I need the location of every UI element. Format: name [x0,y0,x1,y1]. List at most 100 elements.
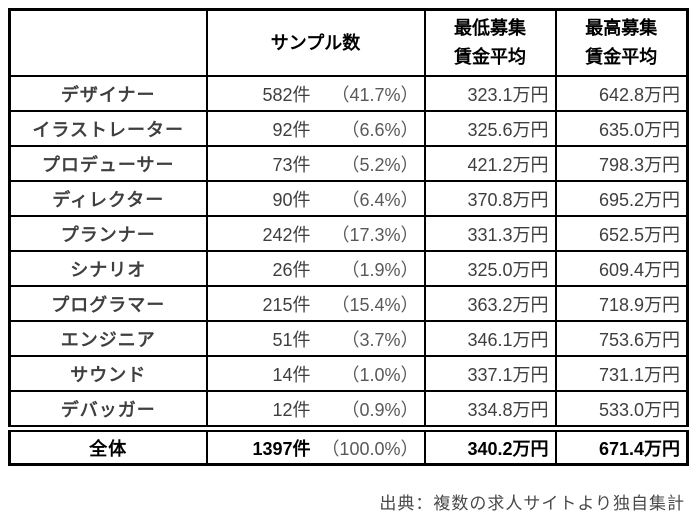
row-max-wage: 652.5万円 [554,215,689,252]
row-max-wage: 533.0万円 [554,390,689,430]
header-max-wage-line2: 賃金平均 [585,47,658,67]
header-row: サンプル数 最低募集 賃金平均 最高募集 賃金平均 [8,8,689,77]
row-sample-count: 12件 [272,399,311,420]
table-row: デザイナー 582件 （41.7%） 323.1万円 642.8万円 [8,75,689,112]
row-sample-percent: （3.7%） [341,329,419,350]
row-sample-count: 92件 [272,119,311,140]
table-row: サウンド 14件 （1.0%） 337.1万円 731.1万円 [8,355,689,392]
total-sample-cell: 1397件 （100.0%） [205,425,426,466]
row-max-wage: 731.1万円 [554,355,689,392]
source-note: 出典：複数の求人サイトより独自集計 [379,494,685,513]
row-sample-count: 26件 [272,259,311,280]
row-min-wage: 346.1万円 [423,320,557,357]
row-sample-cell: 215件 （15.4%） [205,285,426,322]
row-sample-cell: 14件 （1.0%） [205,355,426,392]
row-label: デバッガー [8,390,208,430]
row-sample-flex: 90件 （6.4%） [209,186,423,212]
table-header: サンプル数 最低募集 賃金平均 最高募集 賃金平均 [8,8,689,77]
total-sample-flex: 1397件 （100.0%） [209,436,423,461]
row-min-wage: 334.8万円 [423,390,557,430]
row-min-wage: 421.2万円 [423,145,557,182]
total-sample-percent: （100.0%） [321,438,419,459]
table-row: プロデューサー 73件 （5.2%） 421.2万円 798.3万円 [8,145,689,182]
table-row: ディレクター 90件 （6.4%） 370.8万円 695.2万円 [8,180,689,217]
table-body: デザイナー 582件 （41.7%） 323.1万円 642.8万円 イラストレ… [8,75,689,466]
table-row: エンジニア 51件 （3.7%） 346.1万円 753.6万円 [8,320,689,357]
row-sample-count: 582件 [262,84,311,105]
row-sample-flex: 215件 （15.4%） [209,291,423,317]
row-min-wage: 323.1万円 [423,75,557,112]
table-row: イラストレーター 92件 （6.6%） 325.6万円 635.0万円 [8,110,689,147]
row-label: サウンド [8,355,208,392]
row-max-wage: 635.0万円 [554,110,689,147]
row-max-wage: 609.4万円 [554,250,689,287]
row-sample-percent: （15.4%） [331,294,419,315]
row-sample-count: 215件 [262,294,311,315]
row-label: イラストレーター [8,110,208,147]
header-corner-cell [8,8,208,77]
row-min-wage: 337.1万円 [423,355,557,392]
row-max-wage: 718.9万円 [554,285,689,322]
row-min-wage: 331.3万円 [423,215,557,252]
header-min-wage: 最低募集 賃金平均 [423,8,557,77]
row-max-wage: 642.8万円 [554,75,689,112]
row-sample-cell: 12件 （0.9%） [205,390,426,430]
salary-table: サンプル数 最低募集 賃金平均 最高募集 賃金平均 デザイナー 582件 （41… [8,8,689,466]
total-label: 全体 [8,425,208,466]
row-label: エンジニア [8,320,208,357]
header-max-wage-line1: 最高募集 [585,18,658,38]
table-row: プランナー 242件 （17.3%） 331.3万円 652.5万円 [8,215,689,252]
row-sample-count: 90件 [272,189,311,210]
row-sample-percent: （17.3%） [331,224,419,245]
row-sample-percent: （41.7%） [331,84,419,105]
row-min-wage: 363.2万円 [423,285,557,322]
row-min-wage: 325.6万円 [423,110,557,147]
row-sample-percent: （1.9%） [341,259,419,280]
row-label: ディレクター [8,180,208,217]
row-sample-flex: 92件 （6.6%） [209,116,423,142]
row-sample-flex: 242件 （17.3%） [209,221,423,247]
row-label: デザイナー [8,75,208,112]
header-max-wage: 最高募集 賃金平均 [554,8,689,77]
header-sample-count: サンプル数 [205,8,426,77]
row-sample-count: 73件 [272,154,311,175]
row-sample-flex: 14件 （1.0%） [209,361,423,387]
row-label: プログラマー [8,285,208,322]
total-min-wage: 340.2万円 [423,425,557,466]
row-max-wage: 695.2万円 [554,180,689,217]
row-sample-cell: 26件 （1.9%） [205,250,426,287]
row-sample-cell: 242件 （17.3%） [205,215,426,252]
table-row: プログラマー 215件 （15.4%） 363.2万円 718.9万円 [8,285,689,322]
row-sample-count: 51件 [272,329,311,350]
row-sample-flex: 12件 （0.9%） [209,396,423,422]
total-max-wage: 671.4万円 [554,425,689,466]
row-min-wage: 325.0万円 [423,250,557,287]
row-label: プランナー [8,215,208,252]
row-sample-flex: 582件 （41.7%） [209,81,423,107]
header-min-wage-line2: 賃金平均 [454,47,526,67]
row-sample-flex: 73件 （5.2%） [209,151,423,177]
row-sample-flex: 26件 （1.9%） [209,256,423,282]
header-min-wage-line1: 最低募集 [454,18,526,38]
row-sample-percent: （6.4%） [341,189,419,210]
row-sample-flex: 51件 （3.7%） [209,326,423,352]
row-label: プロデューサー [8,145,208,182]
row-sample-count: 242件 [262,224,311,245]
row-sample-percent: （5.2%） [341,154,419,175]
table-total-row: 全体 1397件 （100.0%） 340.2万円 671.4万円 [8,425,689,466]
row-sample-cell: 73件 （5.2%） [205,145,426,182]
total-sample-count: 1397件 [252,438,311,459]
row-max-wage: 753.6万円 [554,320,689,357]
row-min-wage: 370.8万円 [423,180,557,217]
table-row: デバッガー 12件 （0.9%） 334.8万円 533.0万円 [8,390,689,430]
row-sample-percent: （0.9%） [341,399,419,420]
row-sample-percent: （1.0%） [341,364,419,385]
row-max-wage: 798.3万円 [554,145,689,182]
row-sample-count: 14件 [272,364,311,385]
row-sample-percent: （6.6%） [341,119,419,140]
row-label: シナリオ [8,250,208,287]
row-sample-cell: 92件 （6.6%） [205,110,426,147]
row-sample-cell: 90件 （6.4%） [205,180,426,217]
row-sample-cell: 51件 （3.7%） [205,320,426,357]
